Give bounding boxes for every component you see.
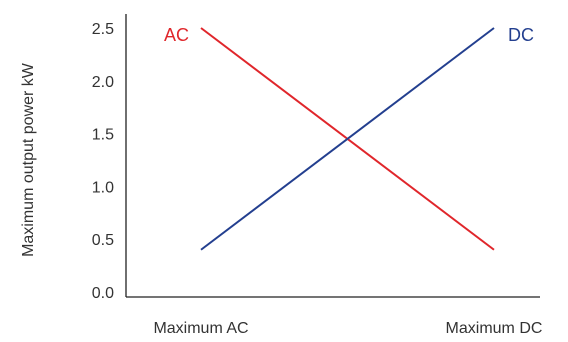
y-tick-label: 2.0: [92, 74, 114, 91]
y-tick-label: 2.5: [92, 21, 114, 38]
y-tick-label: 0.0: [92, 285, 114, 302]
series-label-ac: AC: [164, 25, 189, 45]
series-line-dc: [200, 27, 495, 251]
x-axis-ticks: Maximum AC Maximum DC: [153, 320, 542, 337]
series-group: AC DC: [164, 25, 534, 251]
y-tick-label: 1.0: [92, 179, 114, 196]
y-axis-title: Maximum output power kW: [20, 62, 37, 257]
y-axis-ticks: 0.0 0.5 1.0 1.5 2.0 2.5: [92, 21, 114, 302]
x-tick-label: Maximum AC: [153, 320, 248, 337]
series-label-dc: DC: [508, 25, 534, 45]
x-tick-label: Maximum DC: [446, 320, 543, 337]
y-tick-label: 0.5: [92, 232, 114, 249]
y-tick-label: 1.5: [92, 127, 114, 144]
